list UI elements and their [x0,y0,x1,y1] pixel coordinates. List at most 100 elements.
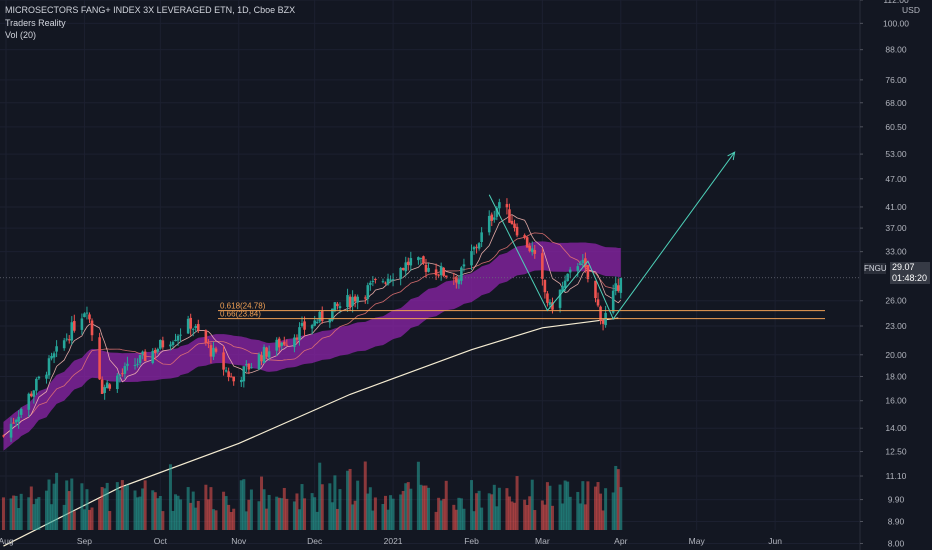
volume-bar [229,511,233,530]
candle-body [247,363,251,370]
y-tick-label: 20.00 [885,350,907,360]
candle-body [409,258,413,266]
volume-bar [510,501,514,530]
volume-bar [156,498,160,530]
candle-body [32,390,36,397]
volume-bar [513,502,517,530]
candle-body [30,393,33,397]
x-tick-label: Mar [535,536,550,546]
candle-body [442,267,445,276]
volume-bar [19,493,23,530]
candle-body [353,296,357,302]
volume-bar [44,490,48,530]
candle-body [363,297,367,299]
volume-bar [115,482,119,530]
volume-bar [424,485,428,530]
volume-bar [601,510,605,530]
volume-bar [222,491,226,530]
y-tick-label: 16.00 [885,396,907,406]
candle-body [260,355,263,362]
candle-body [55,346,58,352]
candles [2,198,623,442]
candle-body [406,261,410,266]
volume-bar [497,487,501,530]
volume-bar [153,492,157,530]
candle-body [366,285,370,299]
volume-bar [566,481,570,530]
candle-body [100,379,104,394]
volume-bar [27,497,31,530]
y-tick-label: 26.00 [885,296,907,306]
volume-bar [381,503,385,530]
candle-body [47,358,51,376]
y-tick-label: 100.00 [883,18,909,28]
y-tick-label: 12.50 [885,447,907,457]
candle-body [487,215,491,233]
candle-body [17,416,20,422]
candle-body [118,374,122,376]
volume-bar [1,497,5,530]
candle-body [277,338,281,348]
candle-body [98,337,101,380]
y-tick-label: 9.90 [888,495,905,505]
candle-body [37,376,41,379]
candle-body [495,207,499,217]
candle-body [515,226,519,236]
indicator-volume[interactable]: Vol (20) [5,30,37,40]
candle-body [404,262,408,272]
volume-bar [292,501,296,530]
volume-bar [224,496,228,530]
x-tick-label: Oct [154,536,168,546]
candle-body [348,296,352,307]
indicator-traders-reality[interactable]: Traders Reality [5,18,66,28]
ema-cloud [3,241,621,451]
candle-body [171,342,175,345]
volume-bar [330,502,334,530]
volume-bar [232,508,236,530]
volume-bar [401,490,405,530]
candle-body [434,269,438,276]
candle-body [12,422,15,424]
candle-body [212,347,215,357]
candle-body [227,371,230,378]
candle-body [584,258,587,268]
candle-body [462,264,466,267]
volume-bar [239,480,243,530]
volume-bar [616,469,620,530]
candle-body [619,277,623,293]
y-tick-label: 68.00 [885,98,907,108]
x-tick-label: Jun [768,536,782,546]
candle-body [579,263,582,266]
x-tick-label: Dec [307,536,323,546]
candle-body [293,337,296,347]
candle-body [455,276,458,283]
candle-body [558,289,562,308]
candle-body [561,286,564,292]
ma-21-line [3,232,621,437]
volume-bar [533,510,537,530]
volume-bar [545,482,549,530]
volume-bar [421,485,425,530]
volume-bar [136,497,140,530]
candle-body [2,435,5,437]
volume-bar [583,504,587,530]
candle-body [90,320,94,336]
volume-bar [244,511,248,530]
volume-bar [399,494,403,530]
candle-body [35,378,38,391]
volume-bar [490,494,494,530]
volume-bar [209,487,213,530]
volume-bar [98,498,102,530]
candle-body [204,330,208,343]
candle-body [156,348,160,352]
volume-bar [211,509,215,530]
candle-body [460,267,463,281]
volume-bar [611,492,615,530]
volume-bar [452,504,456,530]
volume-bar [318,462,322,530]
volume-bar [586,481,590,530]
candle-body [391,279,395,281]
x-tick-label: May [689,536,706,546]
volume-bar [12,495,16,530]
